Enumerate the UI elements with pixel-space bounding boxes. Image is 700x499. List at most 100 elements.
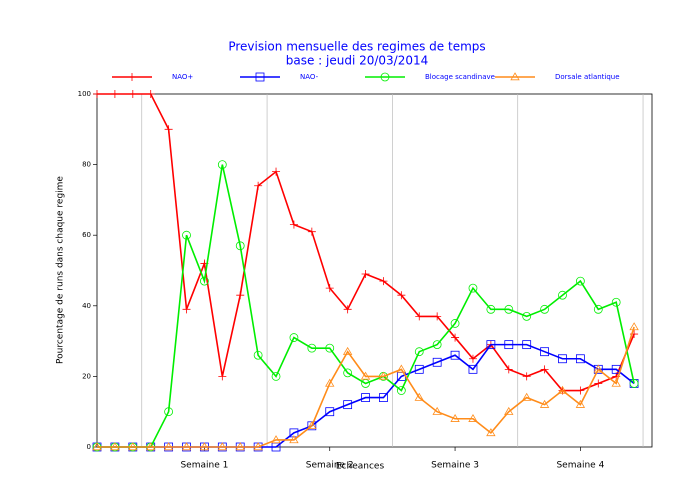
x-tick-label: Semaine 4	[556, 461, 604, 471]
x-tick-label: Semaine 3	[431, 461, 479, 471]
marker	[217, 160, 227, 170]
y-axis-label: Pourcentage de runs dans chaque regime	[56, 176, 66, 364]
marker	[468, 354, 477, 363]
marker	[325, 378, 335, 387]
marker	[110, 442, 120, 451]
marker	[343, 400, 353, 410]
marker	[522, 372, 531, 381]
marker	[307, 343, 317, 353]
marker	[146, 90, 155, 98]
marker	[504, 406, 514, 415]
legend-label: Dorsale atlantique	[555, 73, 620, 81]
marker	[307, 227, 316, 236]
marker	[92, 442, 102, 451]
marker	[450, 350, 460, 360]
marker	[558, 290, 567, 300]
marker	[342, 346, 353, 355]
y-tick-label: 40	[82, 302, 91, 310]
marker	[468, 413, 478, 422]
marker	[218, 372, 227, 381]
marker	[289, 435, 299, 444]
marker	[504, 365, 513, 374]
marker	[200, 276, 209, 286]
marker	[575, 276, 585, 286]
marker	[557, 385, 568, 394]
marker	[521, 392, 532, 401]
marker	[236, 291, 245, 300]
marker	[182, 305, 191, 314]
marker	[307, 421, 317, 430]
chart-title: Prevision mensuelle des regimes de temps	[228, 40, 485, 54]
marker	[486, 304, 496, 314]
marker	[396, 386, 406, 395]
marker	[360, 371, 371, 380]
chart-subtitle: base : jeudi 20/03/2014	[286, 54, 429, 68]
marker	[504, 304, 514, 314]
marker	[486, 428, 496, 437]
marker	[289, 428, 299, 438]
marker	[486, 340, 496, 350]
marker	[540, 304, 549, 314]
marker	[415, 312, 424, 321]
marker	[343, 305, 352, 314]
marker	[271, 371, 281, 381]
marker	[540, 347, 549, 357]
marker	[575, 399, 586, 408]
marker	[325, 343, 335, 353]
marker	[289, 220, 298, 229]
y-tick-label: 0	[87, 443, 91, 451]
marker	[93, 90, 101, 98]
marker	[146, 442, 156, 451]
marker	[235, 241, 245, 251]
marker	[629, 379, 639, 388]
marker	[163, 442, 174, 451]
marker	[558, 354, 567, 364]
marker	[378, 371, 389, 380]
marker	[110, 90, 119, 98]
marker	[343, 368, 353, 378]
marker	[611, 297, 621, 307]
plot-frame	[96, 93, 653, 448]
marker	[450, 319, 460, 328]
x-axis-label: Echeances	[336, 462, 385, 472]
series-line	[97, 164, 635, 448]
marker	[272, 167, 281, 176]
y-tick-label: 60	[82, 231, 91, 239]
marker	[594, 379, 603, 388]
marker	[128, 442, 138, 451]
marker	[593, 304, 603, 314]
marker	[576, 386, 585, 395]
marker	[182, 230, 191, 240]
marker	[414, 364, 424, 374]
marker	[325, 407, 335, 417]
legend-label: NAO+	[172, 73, 193, 81]
marker	[432, 406, 442, 415]
y-tick-label: 80	[82, 161, 91, 169]
marker	[253, 350, 263, 360]
marker	[450, 413, 460, 422]
marker	[253, 442, 263, 451]
marker	[468, 283, 478, 293]
y-tick-label: 20	[82, 372, 91, 380]
marker	[379, 277, 388, 286]
legend-label: NAO-	[300, 73, 319, 81]
marker	[522, 311, 532, 321]
series-line	[97, 343, 635, 448]
marker	[361, 393, 370, 402]
marker	[433, 312, 442, 321]
marker	[128, 73, 136, 81]
marker	[199, 442, 210, 451]
marker	[181, 442, 192, 451]
marker	[271, 435, 281, 444]
marker	[451, 333, 460, 342]
marker	[593, 364, 603, 373]
marker	[414, 347, 424, 357]
marker	[325, 284, 334, 293]
marker	[361, 270, 370, 279]
marker	[510, 72, 520, 81]
marker	[414, 392, 424, 401]
marker	[396, 364, 407, 373]
series-line	[97, 326, 635, 448]
marker	[611, 378, 621, 387]
